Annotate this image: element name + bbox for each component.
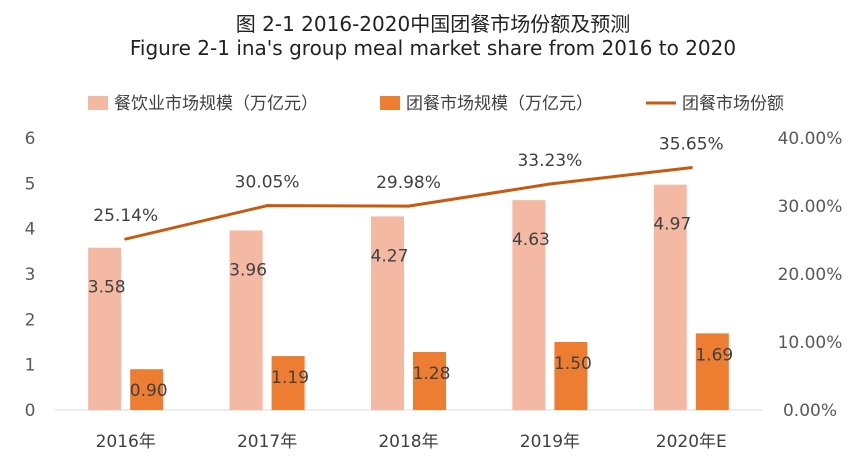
y-left-tick-label: 2 — [25, 310, 36, 330]
bar-label-group-meal-market: 1.19 — [271, 368, 309, 388]
bar-label-group-meal-market: 1.28 — [413, 364, 451, 384]
y-right-tick-label: 20.00% — [778, 265, 843, 285]
bar-group-meal-market-4 — [695, 333, 729, 410]
line-label-group-meal-share: 30.05% — [235, 173, 300, 193]
line-label-group-meal-share: 33.23% — [517, 151, 582, 171]
y-left-tick-label: 3 — [25, 265, 36, 285]
bar-restaurant-market-3 — [512, 200, 546, 410]
line-point-group-meal-share — [124, 237, 128, 241]
x-tick-label: 2020年E — [656, 432, 727, 452]
legend-label-group-meal-market: 团餐市场规模（万亿元） — [406, 94, 593, 114]
y-left-tick-label: 6 — [25, 129, 36, 149]
bar-label-restaurant-market: 4.97 — [653, 215, 691, 235]
y-right-tick-label: 30.00% — [778, 197, 843, 217]
y-right-tick-label: 0.00% — [783, 401, 837, 421]
x-tick-label: 2018年 — [378, 432, 438, 452]
x-tick-label: 2016年 — [96, 432, 156, 452]
y-right-tick-label: 10.00% — [778, 333, 843, 353]
legend-swatch-restaurant-market — [88, 96, 108, 110]
line-point-group-meal-share — [548, 182, 552, 186]
bar-group-meal-market-1 — [271, 356, 305, 410]
bar-label-group-meal-market: 0.90 — [130, 381, 168, 401]
y-left-tick-label: 1 — [25, 356, 36, 376]
bar-label-restaurant-market: 4.27 — [371, 246, 409, 266]
bar-restaurant-market-1 — [229, 230, 263, 410]
legend-swatch-group-meal-market — [380, 96, 400, 110]
y-left-tick-label: 5 — [25, 174, 36, 194]
bar-restaurant-market-0 — [88, 247, 122, 410]
line-label-group-meal-share: 29.98% — [376, 173, 441, 193]
bar-label-group-meal-market: 1.50 — [554, 354, 592, 374]
y-left-tick-label: 4 — [25, 220, 36, 240]
legend-label-group-meal-share: 团餐市场份额 — [682, 94, 784, 114]
y-right-tick-label: 40.00% — [778, 129, 843, 149]
bar-group-meal-market-2 — [413, 351, 446, 410]
line-label-group-meal-share: 25.14% — [93, 206, 158, 226]
bar-group-meal-market-0 — [130, 369, 164, 410]
chart-title: 图 2-1 2016-2020中国团餐市场份额及预测 — [235, 12, 631, 36]
bar-label-group-meal-market: 1.69 — [695, 345, 733, 365]
line-point-group-meal-share — [407, 204, 410, 208]
bar-group-meal-market-3 — [554, 342, 588, 410]
bar-label-restaurant-market: 4.63 — [512, 230, 550, 250]
line-point-group-meal-share — [689, 166, 693, 170]
x-tick-label: 2019年 — [520, 432, 580, 452]
line-point-group-meal-share — [265, 204, 269, 208]
line-label-group-meal-share: 35.65% — [659, 135, 724, 155]
bar-label-restaurant-market: 3.58 — [88, 278, 126, 298]
legend-label-restaurant-market: 餐饮业市场规模（万亿元） — [114, 94, 318, 114]
bar-label-restaurant-market: 3.96 — [229, 260, 267, 280]
bar-restaurant-market-4 — [653, 184, 687, 410]
bar-restaurant-market-2 — [371, 216, 404, 410]
x-tick-label: 2017年 — [237, 432, 297, 452]
chart-subtitle: Figure 2-1 ina's group meal market share… — [129, 36, 737, 60]
y-left-tick-label: 0 — [25, 401, 36, 421]
